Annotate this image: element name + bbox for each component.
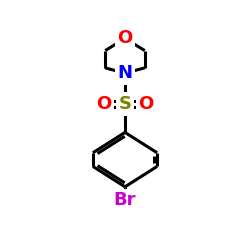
- Text: Br: Br: [114, 192, 136, 210]
- Text: O: O: [118, 30, 132, 48]
- Text: O: O: [96, 95, 112, 113]
- Text: S: S: [118, 95, 132, 113]
- Text: N: N: [118, 64, 132, 82]
- Text: O: O: [138, 95, 154, 113]
